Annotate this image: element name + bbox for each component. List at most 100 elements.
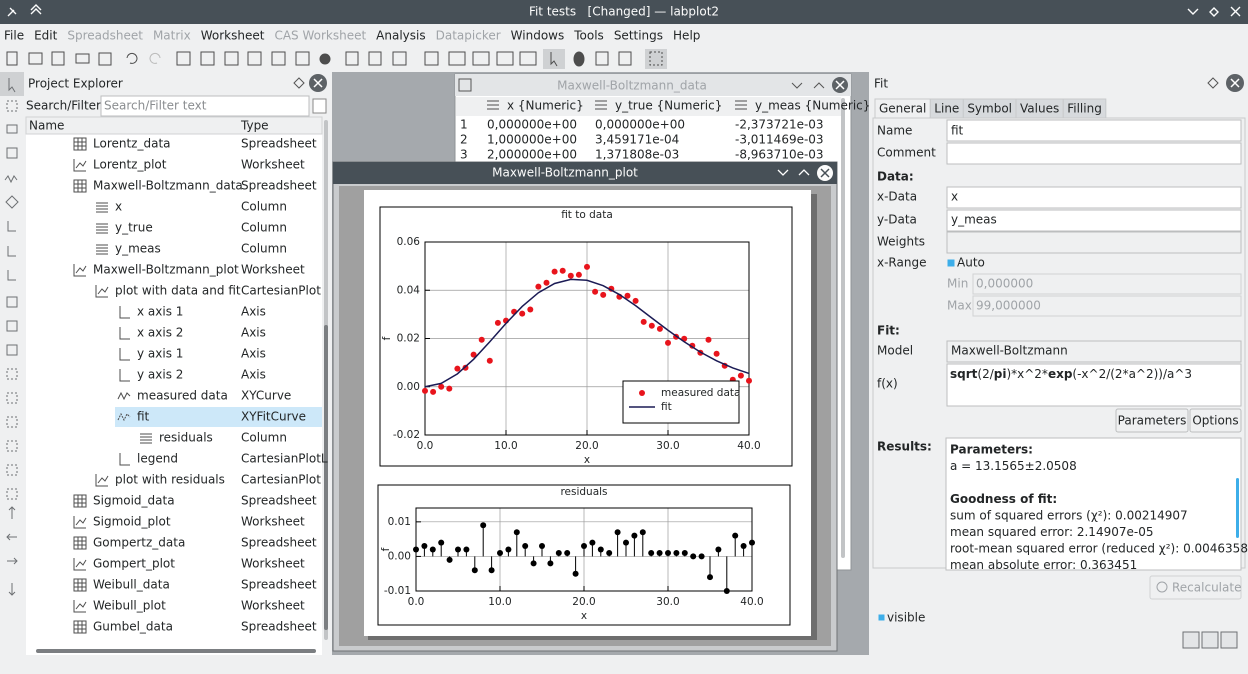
tree-item-name[interactable]: x axis 1 [137, 305, 183, 319]
name-field[interactable] [946, 119, 1242, 142]
data-point [547, 560, 554, 567]
comment-field[interactable] [946, 142, 1242, 165]
tree-item-name[interactable]: Weibull_plot [93, 599, 166, 613]
model-combo[interactable] [946, 340, 1242, 363]
template-buttons[interactable] [1182, 631, 1238, 649]
search-field[interactable] [100, 95, 310, 117]
tree-item-type: Worksheet [241, 158, 305, 172]
search-label: Search/Filter: [26, 99, 105, 113]
results-line: a = 13.1565±2.0508 [950, 459, 1077, 473]
tree-icon [73, 620, 87, 634]
menu-item[interactable]: Spreadsheet [67, 29, 143, 43]
menu-item[interactable]: Edit [34, 29, 58, 43]
menu-item[interactable]: Tools [573, 29, 604, 43]
scrollbar-handle[interactable] [324, 325, 328, 630]
menu-item[interactable]: Matrix [153, 29, 191, 43]
tree-item-name[interactable]: Maxwell-Boltzmann_data [93, 179, 243, 193]
tree-item-name[interactable]: x [115, 200, 122, 214]
tab[interactable] [1062, 98, 1107, 119]
tree-item-name[interactable]: Gompertz_data [93, 536, 185, 550]
x-data-combo[interactable] [946, 186, 1242, 209]
icon-part [74, 180, 86, 192]
data-point [564, 549, 571, 556]
data-point [429, 546, 436, 553]
tree-item-name[interactable]: Lorentz_plot [93, 158, 167, 172]
toolbar[interactable] [6, 49, 667, 69]
tree-icon [117, 412, 131, 422]
column-header[interactable]: Type [240, 119, 269, 133]
tree-item-name[interactable]: Maxwell-Boltzmann_plot [93, 263, 239, 277]
scrollbar-handle[interactable] [1236, 478, 1239, 538]
menu-item[interactable]: Analysis [376, 29, 425, 43]
menu-item[interactable]: Settings [614, 29, 663, 43]
tree-icon [73, 578, 87, 592]
tree-item-name[interactable]: Sigmoid_plot [93, 515, 171, 529]
column-header[interactable]: y_meas {Numeric} [755, 99, 870, 113]
min-field[interactable] [972, 273, 1242, 295]
side-toolbar[interactable] [0, 72, 24, 596]
tree-item-name[interactable]: y axis 2 [137, 368, 183, 382]
formula-field[interactable] [946, 363, 1242, 407]
button[interactable] [1115, 408, 1189, 433]
x-axis-label: x [581, 610, 587, 622]
tree-item-name[interactable]: measured data [137, 389, 228, 403]
scrollbar[interactable] [841, 98, 845, 558]
tree-item-type: Worksheet [241, 599, 305, 613]
tree-item-name[interactable]: legend [137, 452, 178, 466]
tree-item-name[interactable]: Sigmoid_data [93, 494, 175, 508]
data-point [559, 267, 566, 274]
checkbox[interactable] [878, 614, 885, 621]
tree-icon [119, 327, 130, 340]
float-button[interactable] [1207, 77, 1219, 89]
h-scrollbar[interactable] [36, 649, 316, 653]
column-header[interactable]: y_true {Numeric} [615, 99, 722, 113]
tree-item-name[interactable]: Weibull_data [93, 578, 170, 592]
recalculate-button[interactable] [1149, 575, 1242, 600]
y-data-combo[interactable] [946, 209, 1242, 232]
tree-item-name[interactable]: Gumbel_data [93, 620, 173, 634]
x-tick-label: 40.0 [740, 596, 763, 608]
tree-header [25, 116, 323, 135]
max-field[interactable] [972, 295, 1242, 317]
tree-item-name[interactable]: y axis 1 [137, 347, 183, 361]
data-point [749, 539, 755, 546]
button[interactable] [1189, 408, 1242, 433]
tree-item-type: Column [241, 431, 287, 445]
filter-button[interactable] [312, 98, 327, 114]
data-point [681, 549, 688, 556]
float-button[interactable] [293, 77, 305, 89]
weights-combo[interactable] [946, 231, 1242, 254]
menu-item[interactable]: CAS Worksheet [274, 29, 366, 43]
tree-item-name[interactable]: Gompert_plot [93, 557, 175, 571]
data-point [623, 539, 629, 546]
column-header[interactable]: x {Numeric} [507, 99, 584, 113]
legend-swatch [639, 390, 645, 396]
column-header[interactable]: Name [29, 119, 64, 133]
menu-item[interactable]: Help [673, 29, 700, 43]
tree-item-name[interactable]: Lorentz_data [93, 137, 171, 151]
menu-item[interactable]: Datapicker [436, 29, 501, 43]
menu-item[interactable]: Worksheet [201, 29, 265, 43]
checkbox[interactable] [947, 259, 955, 267]
tree-item-name[interactable]: fit [137, 410, 150, 424]
legend-box [622, 380, 740, 424]
tree-item-name[interactable]: residuals [159, 431, 213, 445]
data-point [567, 272, 574, 279]
window-buttons[interactable] [791, 82, 825, 89]
menu-item[interactable]: File [4, 29, 24, 43]
tree-item-name[interactable]: plot with data and fit [115, 284, 241, 298]
icon-part [73, 264, 87, 277]
tree-item-name[interactable]: y_meas [115, 242, 161, 256]
window-buttons[interactable] [777, 169, 810, 176]
button-label: Parameters [1118, 414, 1187, 428]
title-buttons[interactable] [7, 4, 1241, 17]
data-point [555, 549, 562, 556]
data-point [632, 297, 639, 304]
data-point [575, 271, 582, 278]
menu-item[interactable]: Windows [511, 29, 565, 43]
tree-item-name[interactable]: y_true [115, 221, 153, 235]
tree-item-name[interactable]: x axis 2 [137, 326, 183, 340]
results-heading: Parameters: [950, 443, 1033, 457]
tree-item-name[interactable]: plot with residuals [115, 473, 225, 487]
